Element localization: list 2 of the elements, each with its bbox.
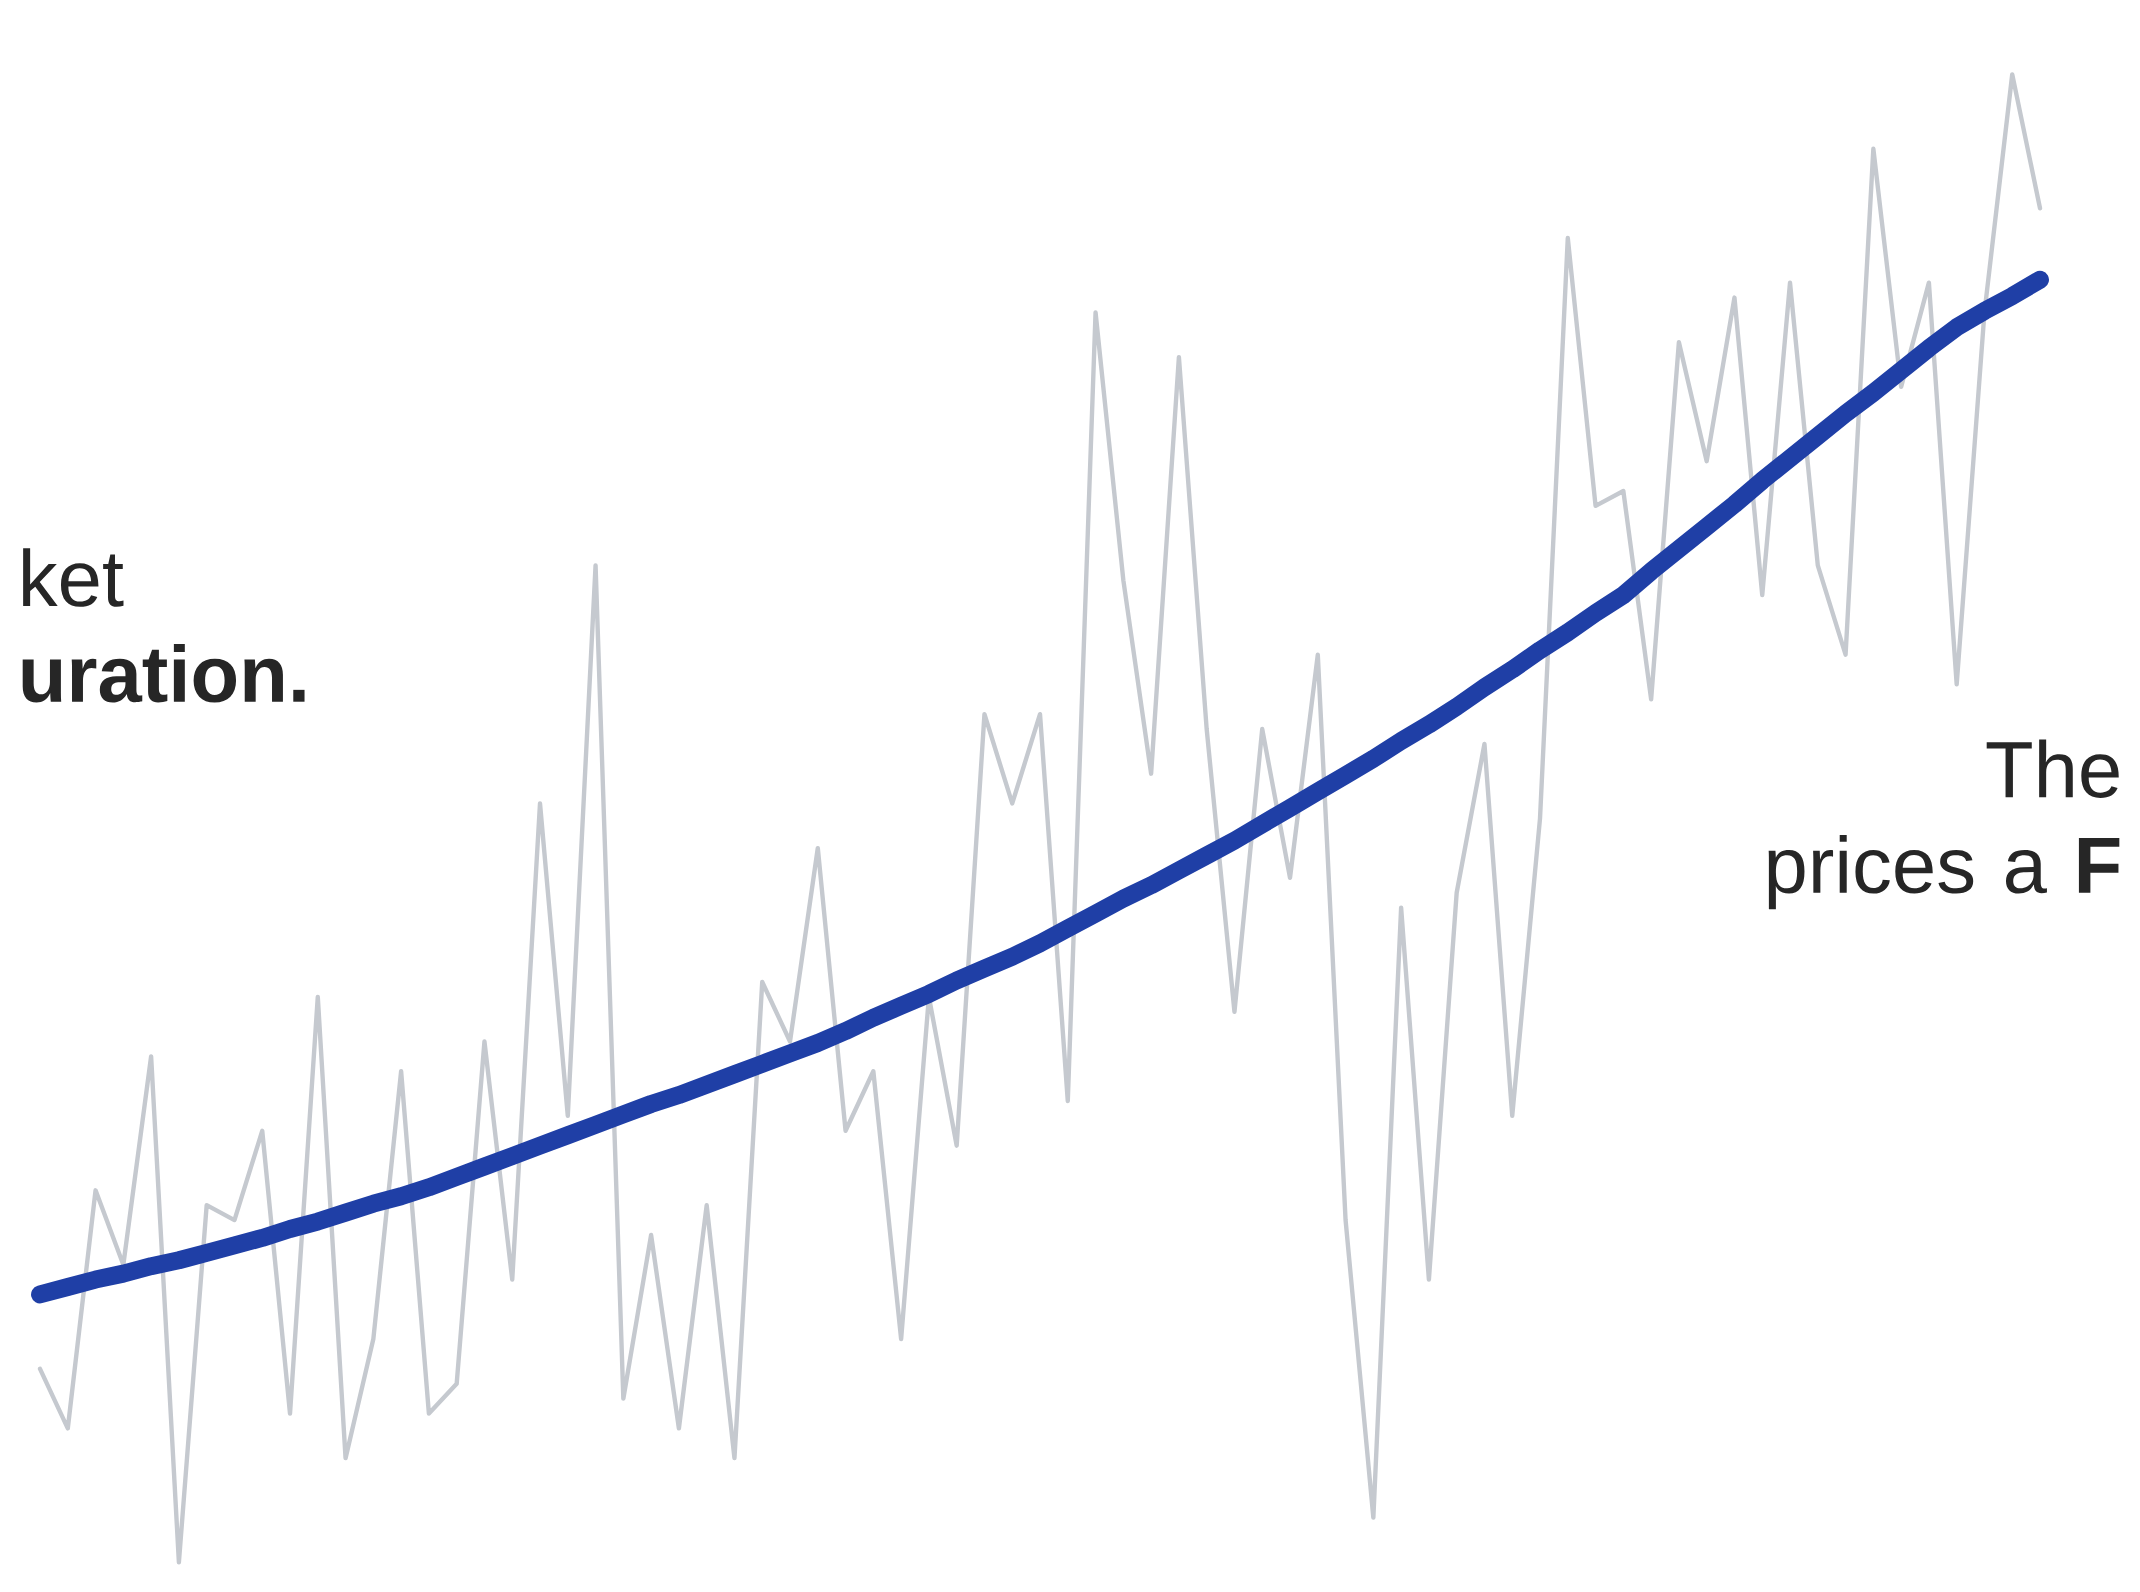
annotation: The prices a F	[1768, 739, 2120, 910]
annotation: ket uration.	[22, 548, 305, 703]
